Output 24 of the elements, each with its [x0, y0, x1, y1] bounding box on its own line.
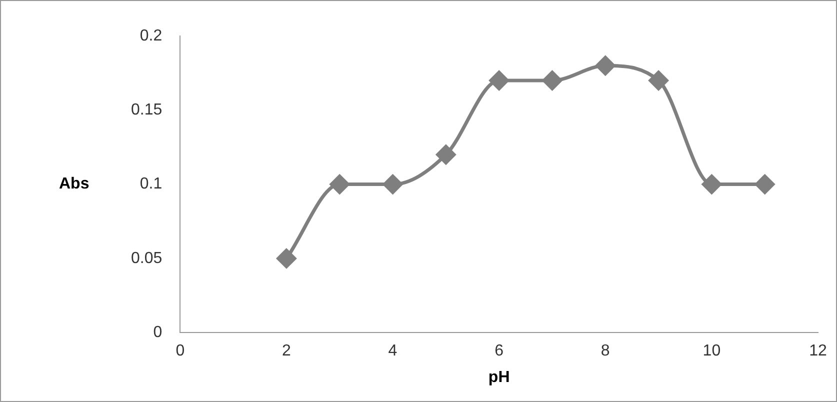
point [542, 70, 562, 90]
point [596, 56, 616, 76]
y-tick-label: 0.15 [131, 102, 162, 119]
y-tick-label: 0 [153, 324, 162, 342]
x-tick-label: 10 [702, 342, 721, 360]
y-tick-label: 0.1 [140, 176, 162, 193]
y-tick-label: 0.2 [140, 27, 162, 44]
point [330, 174, 350, 194]
x-tick-label: 0 [176, 342, 185, 360]
x-tick-label: 4 [388, 342, 398, 360]
y-axis-title: Abs [59, 176, 90, 193]
point [702, 174, 722, 194]
x-tick-label: 12 [809, 342, 827, 360]
point [436, 144, 456, 164]
x-axis-title: pH [488, 368, 510, 386]
point [489, 70, 509, 90]
x-tick-label: 8 [600, 342, 610, 360]
x-tick-label: 6 [494, 342, 504, 360]
point [648, 70, 668, 90]
y-tick-label: 0.05 [131, 250, 162, 267]
point [755, 174, 775, 194]
x-tick-label: 2 [282, 342, 291, 360]
point [383, 174, 403, 194]
point [276, 248, 296, 268]
